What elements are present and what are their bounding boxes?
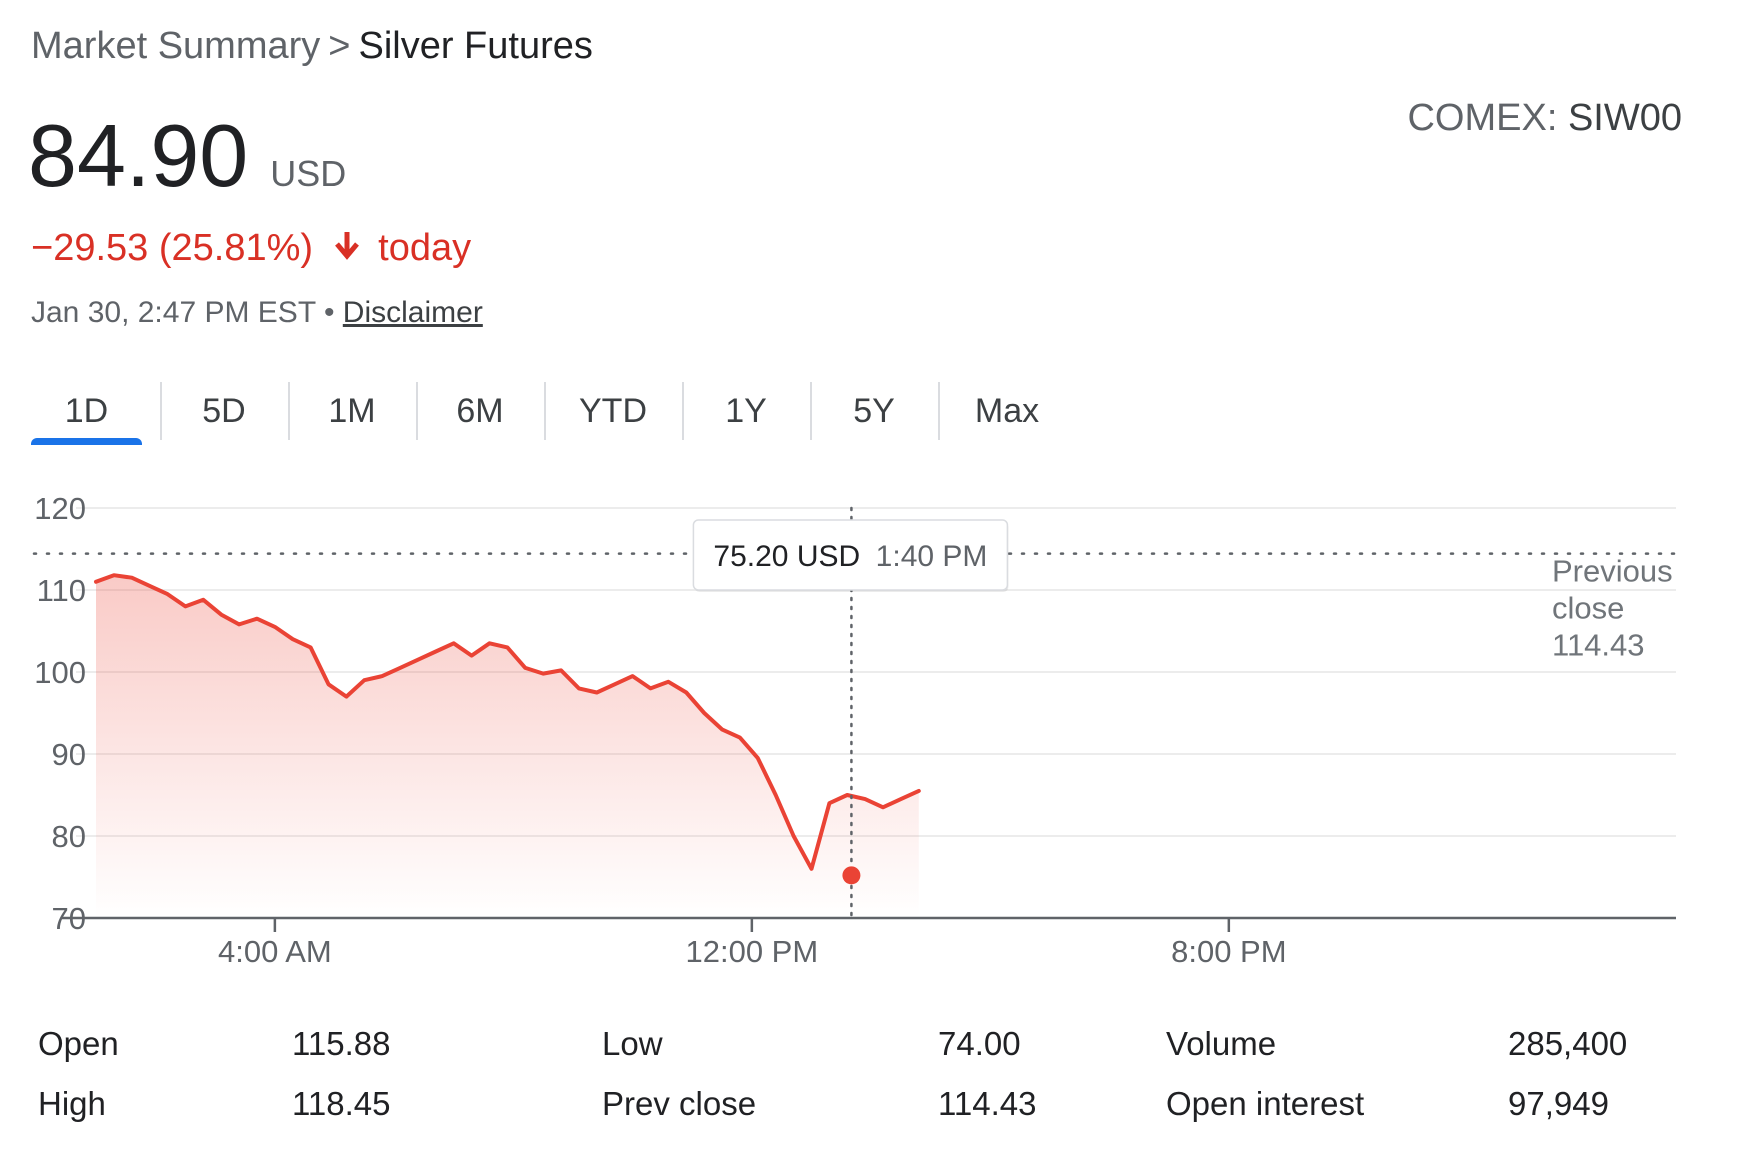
tab-divider xyxy=(288,382,290,440)
stat-volume-value: 285,400 xyxy=(1508,1025,1628,1062)
tooltip-time: 1:40 PM xyxy=(876,540,988,573)
stat-low-value: 74.00 xyxy=(938,1025,1021,1062)
previous-close-label-line: 114.43 xyxy=(1552,628,1645,663)
stat-volume-label: Volume xyxy=(1166,1025,1277,1062)
price-area-fill xyxy=(96,575,919,918)
hover-point xyxy=(842,866,861,885)
previous-close-label-line: close xyxy=(1552,591,1624,626)
breadcrumb-separator: > xyxy=(328,25,351,67)
y-tick-label: 90 xyxy=(52,737,86,772)
y-tick-label: 80 xyxy=(52,819,86,854)
tab-5y[interactable]: 5Y xyxy=(853,392,895,430)
breadcrumb: Market Summary > Silver Futures xyxy=(31,22,593,70)
exchange-market: COMEX: xyxy=(1407,97,1558,139)
tab-ytd[interactable]: YTD xyxy=(579,392,647,430)
price-change-row: −29.53 (25.81%) today xyxy=(31,222,471,272)
stat-open-interest-label: Open interest xyxy=(1166,1085,1365,1122)
tab-divider xyxy=(682,382,684,440)
time-range-tabs: 1D 5D 1M 6M YTD 1Y 5Y Max xyxy=(31,378,1151,448)
change-period: today xyxy=(378,226,472,269)
tab-6m[interactable]: 6M xyxy=(456,392,504,430)
y-tick-label: 120 xyxy=(34,491,86,526)
hover-tooltip: 75.20 USD 1:40 PM xyxy=(692,519,1009,592)
tab-1d[interactable]: 1D xyxy=(64,392,109,430)
tooltip-value: 75.20 USD xyxy=(713,540,860,573)
y-tick-label: 110 xyxy=(37,573,86,608)
y-axis-ticks: 70 80 90 100 110 120 xyxy=(34,491,86,936)
price-change: −29.53 (25.81%) xyxy=(31,226,314,269)
previous-close-label-line: Previous xyxy=(1552,554,1673,589)
x-axis-ticks: 4:00 AM 12:00 PM 8:00 PM xyxy=(218,918,1287,969)
stat-high-label: High xyxy=(38,1085,106,1122)
x-tick-label: 4:00 AM xyxy=(218,934,332,969)
tab-divider xyxy=(938,382,940,440)
stat-low-label: Low xyxy=(602,1025,663,1062)
exchange-label: COMEX: SIW00 xyxy=(1407,94,1682,142)
down-arrow-icon xyxy=(334,224,360,272)
x-tick-label: 12:00 PM xyxy=(685,934,818,969)
stat-open-label: Open xyxy=(38,1025,119,1062)
disclaimer-link[interactable]: Disclaimer xyxy=(342,296,483,329)
stat-prev-close-value: 114.43 xyxy=(938,1085,1037,1122)
tab-divider xyxy=(160,382,162,440)
current-price: 84.90 xyxy=(28,106,249,205)
tab-divider xyxy=(416,382,418,440)
quote-timestamp-row: Jan 30, 2:47 PM EST • Disclaimer xyxy=(31,294,483,332)
x-tick-label: 8:00 PM xyxy=(1171,934,1286,969)
breadcrumb-current: Silver Futures xyxy=(358,25,593,67)
breadcrumb-root-link[interactable]: Market Summary xyxy=(31,25,321,67)
y-tick-label: 100 xyxy=(34,655,86,690)
tab-5d[interactable]: 5D xyxy=(202,392,246,430)
tab-divider xyxy=(544,382,546,440)
stat-high-value: 118.45 xyxy=(292,1085,391,1122)
stat-open-value: 115.88 xyxy=(292,1025,391,1062)
price-row: 84.90 USD xyxy=(28,104,346,208)
tab-max[interactable]: Max xyxy=(974,392,1040,430)
exchange-ticker: SIW00 xyxy=(1567,97,1682,139)
price-line xyxy=(94,573,921,871)
tab-divider xyxy=(810,382,812,440)
price-currency: USD xyxy=(270,153,347,194)
tab-1m[interactable]: 1M xyxy=(328,392,376,430)
quote-timestamp: Jan 30, 2:47 PM EST • xyxy=(31,296,335,329)
stat-prev-close-label: Prev close xyxy=(602,1085,757,1122)
stat-open-interest-value: 97,949 xyxy=(1508,1085,1609,1122)
y-tick-label: 70 xyxy=(52,901,86,936)
active-tab-indicator xyxy=(31,438,142,445)
price-chart[interactable]: 70 80 90 100 110 120 4:00 AM 12:00 PM 8:00 PM P… xyxy=(0,470,1740,990)
tooltip-box xyxy=(692,519,1009,591)
tab-1y[interactable]: 1Y xyxy=(725,392,767,430)
